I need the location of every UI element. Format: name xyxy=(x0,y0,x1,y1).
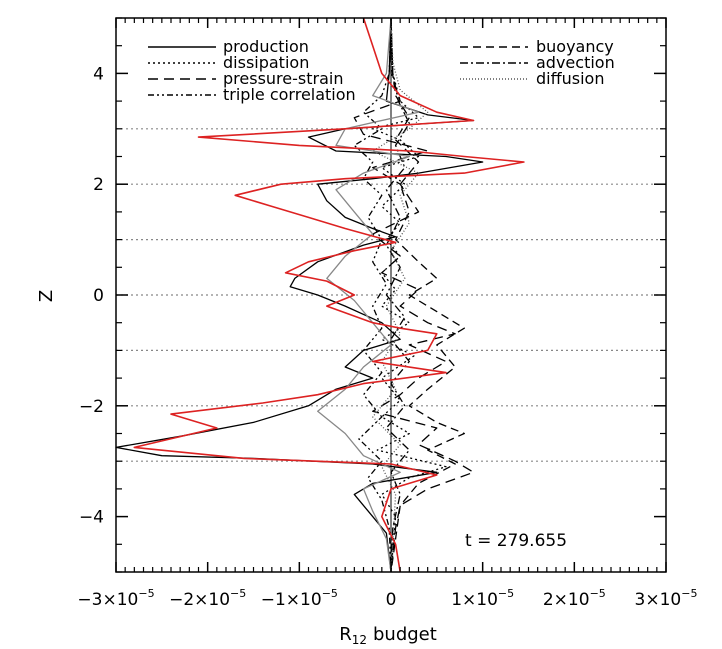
series-line-pressure-strain xyxy=(353,18,475,573)
x-axis-title-suffix: budget xyxy=(373,624,437,645)
series-line-advection xyxy=(385,17,410,573)
y-tick-label: 2 xyxy=(93,175,104,195)
y-tick-label: 0 xyxy=(93,286,104,306)
x-tick-label: 2×10−5 xyxy=(543,587,606,610)
series-line-diffusion xyxy=(372,17,429,573)
ticks-layer: −3×10−5 −2×10−5 −1×10−5 0 1×10−5 2×10−5 3×10−5… xyxy=(77,17,698,610)
x-tick-label: 0 xyxy=(386,590,397,610)
y-tick-label: −4 xyxy=(79,508,104,528)
x-tick-label-mantissa: 1×10 xyxy=(451,590,498,610)
x-tick-label: 1×10−5 xyxy=(451,587,514,610)
x-tick-label: −2×10−5 xyxy=(169,587,246,610)
x-tick-label-mantissa: −1×10 xyxy=(261,590,322,610)
x-axis-title-main: R xyxy=(339,624,352,645)
legend-label-production: production xyxy=(223,37,309,56)
x-tick-label: −1×10−5 xyxy=(261,587,338,610)
series-line-buoyancy xyxy=(390,18,465,573)
x-tick-label-mantissa: 2×10 xyxy=(543,590,590,610)
x-tick-label-exponent: −5 xyxy=(498,587,514,600)
x-tick-label-exponent: −5 xyxy=(230,587,246,600)
series-line-unlabeled-7 xyxy=(317,17,420,573)
x-tick-label: −3×10−5 xyxy=(77,587,154,610)
x-tick-label-exponent: −5 xyxy=(681,587,697,600)
legend-label-buoyancy: buoyancy xyxy=(536,37,614,56)
y-axis-title: Z xyxy=(36,290,57,302)
x-tick-label-mantissa: 0 xyxy=(386,590,397,610)
legend-label-dissipation: dissipation xyxy=(223,53,309,72)
series-line-unlabeled-8 xyxy=(133,17,525,573)
x-tick-label-exponent: −5 xyxy=(590,587,606,600)
x-tick-label-exponent: −5 xyxy=(322,587,338,600)
legend-label-pressure-strain: pressure-strain xyxy=(223,69,343,88)
x-axis-title: R12 budget xyxy=(339,624,437,647)
series-line-dissipation xyxy=(372,17,447,573)
x-tick-label-exponent: −5 xyxy=(138,587,154,600)
x-tick-label-mantissa: 3×10 xyxy=(635,590,682,610)
y-tick-label: 4 xyxy=(93,64,104,84)
legend-label-diffusion: diffusion xyxy=(536,69,604,88)
x-tick-label-mantissa: −3×10 xyxy=(77,590,138,610)
y-tick-label: −2 xyxy=(79,397,104,417)
series-layer xyxy=(115,17,525,573)
x-axis-title-sub: 12 xyxy=(352,633,367,647)
legend-label-advection: advection xyxy=(536,53,615,72)
time-annotation: t = 279.655 xyxy=(465,531,567,551)
x-tick-label: 3×10−5 xyxy=(635,587,698,610)
legend-label-triple-correlation: triple correlation xyxy=(223,85,356,104)
x-tick-label-mantissa: −2×10 xyxy=(169,590,230,610)
series-line-triple-correlation xyxy=(353,17,392,573)
legend: productiondissipationpressure-straintrip… xyxy=(148,37,615,104)
